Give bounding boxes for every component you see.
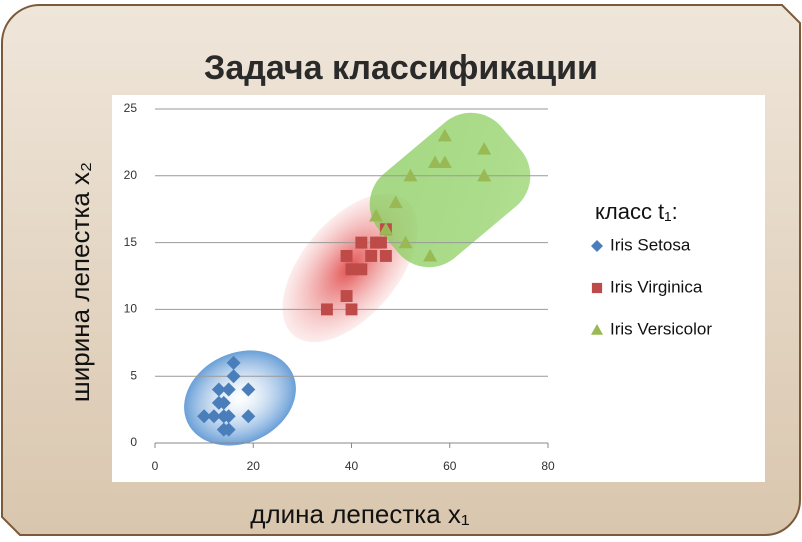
y-tick-label: 25 <box>124 101 138 115</box>
x-axis-label: длина лепестка x₁ <box>250 499 470 529</box>
x-tick-label: 80 <box>541 459 555 473</box>
point <box>241 382 256 397</box>
point <box>206 409 221 424</box>
legend-title: класс t₁: <box>595 199 678 224</box>
legend-marker <box>591 282 603 294</box>
point <box>423 248 438 262</box>
point <box>197 409 212 424</box>
legend-label: Iris Versicolor <box>610 319 712 338</box>
x-tick-label: 40 <box>345 459 359 473</box>
point <box>221 409 236 424</box>
legend-label: Iris Setosa <box>610 235 691 254</box>
point <box>398 235 413 249</box>
point <box>378 222 393 235</box>
point <box>345 303 358 316</box>
point <box>226 355 241 370</box>
point <box>379 250 392 262</box>
point <box>226 369 241 384</box>
point <box>340 250 353 262</box>
point <box>477 142 492 155</box>
region <box>369 112 531 268</box>
x-tick-label: 0 <box>152 459 159 473</box>
point <box>375 236 387 249</box>
point <box>355 236 368 249</box>
region <box>184 350 296 446</box>
point <box>477 168 492 182</box>
point <box>365 250 378 262</box>
point <box>221 422 236 437</box>
point <box>241 409 256 424</box>
legend-marker <box>591 324 603 335</box>
point <box>437 128 452 142</box>
legend-marker <box>591 240 603 252</box>
point <box>211 382 226 397</box>
point <box>211 395 226 410</box>
point <box>355 263 368 276</box>
legend-label: Iris Virginica <box>610 277 703 296</box>
point <box>437 155 452 169</box>
point <box>388 195 403 209</box>
point <box>340 290 353 302</box>
y-axis-label: ширина лепестка x₂ <box>65 162 95 402</box>
point <box>403 168 418 182</box>
point <box>221 382 236 397</box>
y-tick-label: 15 <box>124 235 138 249</box>
point <box>345 263 358 276</box>
point <box>428 155 443 169</box>
y-tick-label: 10 <box>124 302 138 316</box>
x-tick-label: 60 <box>443 459 457 473</box>
chart-title: Задача классификации <box>204 49 598 87</box>
y-tick-label: 0 <box>130 435 137 449</box>
y-tick-label: 20 <box>124 168 138 182</box>
x-tick-label: 20 <box>247 459 261 473</box>
point <box>369 208 384 222</box>
y-tick-label: 5 <box>130 368 137 382</box>
point <box>320 303 333 316</box>
